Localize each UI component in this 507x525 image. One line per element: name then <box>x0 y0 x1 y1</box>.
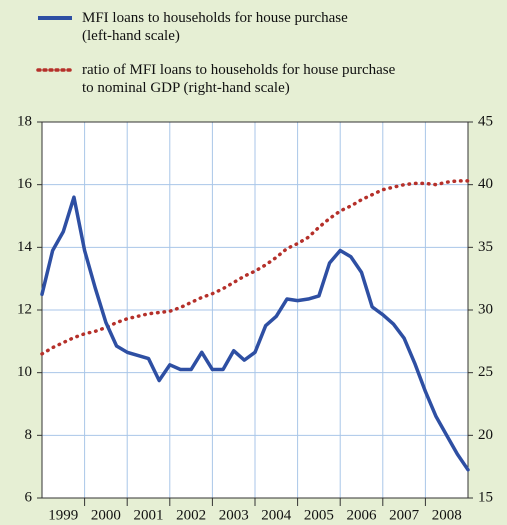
y-tick-label: 6 <box>25 489 33 505</box>
y2-tick-label: 30 <box>478 301 493 317</box>
y2-tick-label: 20 <box>478 427 493 443</box>
y2-tick-label: 15 <box>478 489 493 505</box>
y2-tick-label: 35 <box>478 239 493 255</box>
x-tick-label: 2003 <box>219 507 249 523</box>
y-tick-label: 12 <box>17 301 32 317</box>
y-tick-label: 16 <box>17 176 33 192</box>
y-tick-label: 10 <box>17 364 32 380</box>
x-tick-label: 2001 <box>134 507 164 523</box>
series-line <box>40 179 470 356</box>
x-tick-label: 2007 <box>389 507 420 523</box>
series-line <box>40 195 470 472</box>
y2-tick-label: 25 <box>478 364 493 380</box>
x-tick-label: 2004 <box>261 507 292 523</box>
y2-tick-label: 45 <box>478 113 493 129</box>
x-tick-label: 2005 <box>304 507 334 523</box>
legend-label: ratio of MFI loans to households for hou… <box>82 62 396 96</box>
x-tick-label: 1999 <box>48 507 78 523</box>
y-tick-label: 18 <box>17 113 32 129</box>
plot-frame <box>41 121 469 499</box>
x-tick-label: 2000 <box>91 507 121 523</box>
x-tick-label: 2002 <box>176 507 206 523</box>
legend-label: MFI loans to households for house purcha… <box>82 10 348 44</box>
y-tick-label: 14 <box>17 239 33 255</box>
y-tick-label: 8 <box>25 427 33 443</box>
y2-tick-label: 40 <box>478 176 493 192</box>
x-tick-label: 2006 <box>347 507 378 523</box>
x-tick-label: 2008 <box>432 507 462 523</box>
